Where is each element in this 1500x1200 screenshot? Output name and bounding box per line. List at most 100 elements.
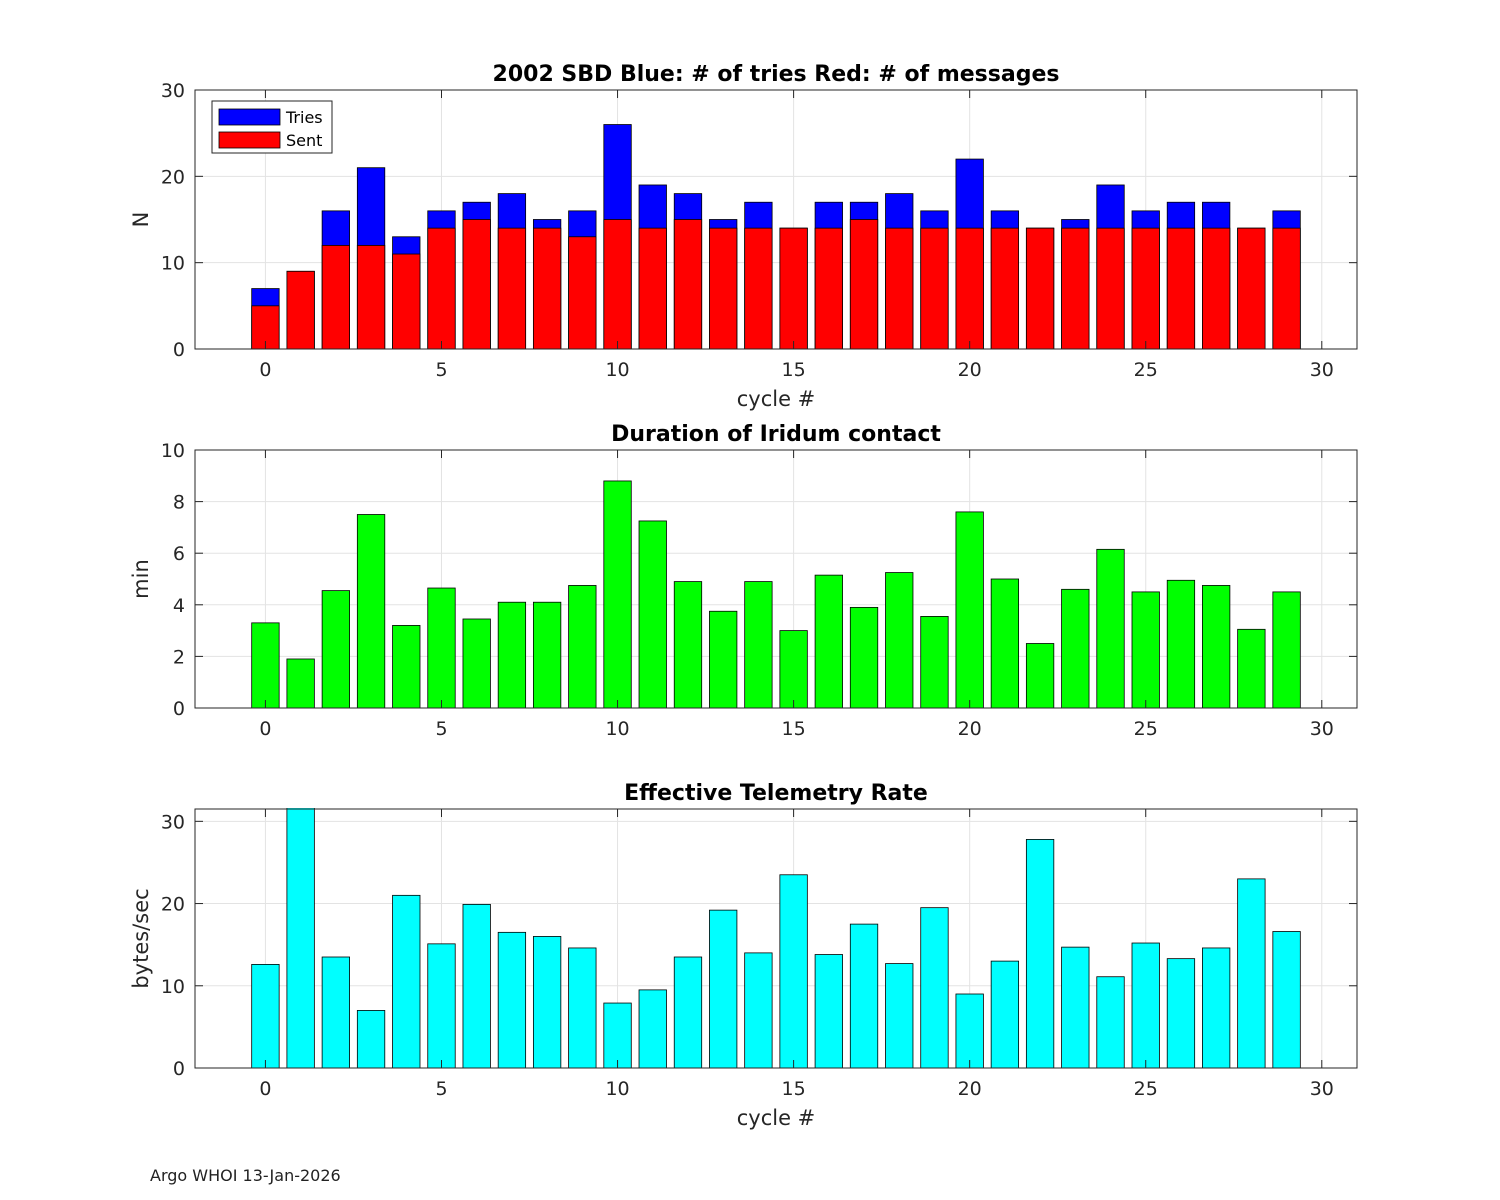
chart-panel-3: 0 5 10 15 20 25 30 0 10 20 30 Effective Telemetry R… — [129, 781, 1358, 1130]
x-tick-label: 5 — [435, 359, 447, 381]
bar-rate-27 — [1202, 947, 1231, 1068]
x-tick-label: 10 — [605, 1078, 629, 1100]
legend-label-tries: Tries — [285, 108, 323, 127]
bar-sent-24 — [1096, 227, 1125, 349]
x-axis-label: cycle # — [737, 387, 816, 411]
bar-sent-16 — [814, 227, 843, 349]
bar-duration-4 — [392, 625, 421, 708]
bar-rate-8 — [532, 936, 562, 1068]
bar-sent-18 — [885, 227, 914, 349]
bar-rate-4 — [392, 894, 421, 1068]
x-tick-label: 20 — [958, 359, 982, 381]
x-tick-label: 25 — [1134, 1078, 1158, 1100]
bar-rate-22 — [1025, 839, 1055, 1068]
bar-duration-20 — [955, 511, 984, 708]
bar-duration-15 — [779, 630, 808, 708]
chart-title: Effective Telemetry Rate — [624, 781, 928, 806]
bar-rate-16 — [814, 954, 843, 1068]
bar-rate-29 — [1272, 931, 1301, 1068]
y-tick-label: 4 — [173, 595, 185, 617]
bar-sent-25 — [1131, 227, 1160, 349]
bar-duration-26 — [1166, 579, 1196, 708]
bar-rate-28 — [1237, 878, 1266, 1068]
y-tick-label: 20 — [161, 166, 185, 188]
bars — [251, 480, 1301, 708]
x-axis-label: cycle # — [737, 1106, 816, 1130]
bar-duration-13 — [709, 610, 738, 708]
bar-duration-12 — [673, 581, 703, 708]
bar-duration-11 — [638, 520, 667, 708]
bar-sent-6 — [462, 219, 491, 349]
plot-area — [195, 90, 1357, 349]
bar-sent-15 — [779, 227, 808, 349]
y-tick-label: 20 — [161, 894, 185, 916]
bar-duration-1 — [286, 658, 315, 708]
bar-sent-2 — [321, 244, 350, 349]
x-tick-label: 5 — [435, 1078, 447, 1100]
bar-rate-10 — [603, 1002, 632, 1068]
bar-sent-9 — [568, 236, 597, 349]
x-tick-label: 25 — [1134, 359, 1158, 381]
chart-panel-1: 0 5 10 15 20 25 30 0 10 20 30 2002 SBD Blue: # of t… — [129, 62, 1358, 411]
bar-sent-8 — [532, 227, 562, 349]
bar-rate-23 — [1061, 946, 1090, 1068]
bar-duration-5 — [427, 587, 456, 708]
bar-sent-22 — [1025, 227, 1055, 349]
x-tick-label: 10 — [605, 718, 629, 740]
bar-duration-22 — [1025, 643, 1055, 708]
bar-rate-17 — [849, 923, 879, 1068]
y-tick-label: 8 — [173, 492, 185, 514]
bar-rate-26 — [1166, 958, 1196, 1068]
y-axis-label: min — [129, 559, 153, 599]
bar-duration-14 — [744, 581, 773, 708]
bar-duration-7 — [497, 601, 527, 708]
bar-sent-14 — [744, 227, 773, 349]
bar-sent-27 — [1202, 227, 1231, 349]
bar-rate-19 — [920, 907, 949, 1068]
bar-sent-29 — [1272, 227, 1301, 349]
bar-sent-7 — [497, 227, 527, 349]
bar-rate-9 — [568, 947, 597, 1068]
axes-box — [194, 89, 1358, 350]
y-axis-label: bytes/sec — [129, 888, 153, 988]
y-tick-label: 30 — [161, 80, 185, 102]
bar-rate-5 — [427, 943, 456, 1068]
bar-duration-19 — [920, 616, 949, 708]
bar-duration-17 — [849, 606, 879, 708]
bar-duration-28 — [1237, 628, 1266, 708]
bar-duration-27 — [1202, 585, 1231, 708]
bar-duration-0 — [251, 622, 280, 708]
x-tick-label: 25 — [1134, 718, 1158, 740]
bar-sent-10 — [603, 219, 632, 349]
bar-duration-8 — [532, 601, 562, 708]
x-tick-label: 20 — [958, 1078, 982, 1100]
bar-sent-3 — [356, 244, 386, 349]
axes-box — [194, 808, 1358, 1069]
y-tick-label: 2 — [173, 646, 185, 668]
x-tick-label: 0 — [259, 718, 271, 740]
bar-sent-21 — [990, 227, 1020, 349]
bar-duration-6 — [462, 618, 491, 708]
bar-duration-16 — [814, 574, 843, 708]
legend-swatch-sent — [218, 131, 281, 149]
x-tick-label: 5 — [435, 718, 447, 740]
bar-rate-7 — [497, 931, 527, 1068]
legend-swatch-tries — [218, 108, 281, 126]
x-tick-label: 15 — [782, 718, 806, 740]
legend-label-sent: Sent — [286, 131, 322, 150]
x-tick-label: 30 — [1310, 1078, 1334, 1100]
plot-area — [195, 450, 1357, 708]
bar-sent-13 — [709, 227, 738, 349]
bar-rate-13 — [709, 909, 738, 1068]
y-tick-label: 10 — [161, 440, 185, 462]
x-tick-label: 10 — [605, 359, 629, 381]
y-tick-label: 0 — [173, 339, 185, 361]
x-tick-label: 15 — [782, 1078, 806, 1100]
x-tick-label: 20 — [958, 718, 982, 740]
bar-duration-2 — [321, 590, 350, 708]
bar-duration-18 — [885, 572, 914, 708]
bars — [251, 124, 1301, 349]
bar-sent-5 — [427, 227, 456, 349]
bar-duration-21 — [990, 578, 1020, 708]
plot-area — [195, 809, 1357, 1068]
